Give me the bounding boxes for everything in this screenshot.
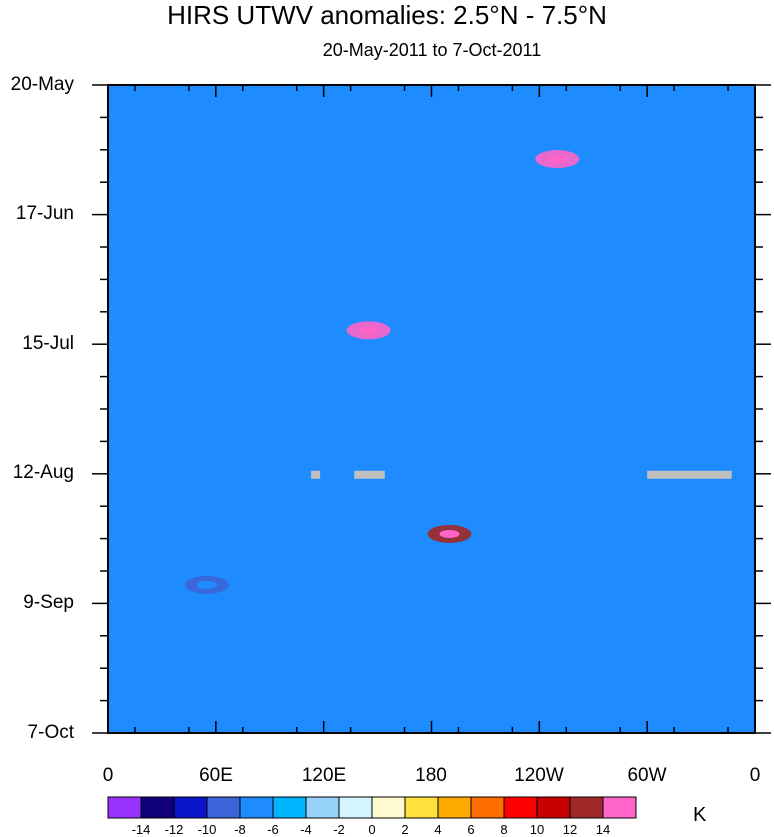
missing-data-strip — [354, 470, 385, 479]
colorbar-box — [569, 796, 604, 819]
y-tick-label: 12-Aug — [12, 462, 74, 483]
colorbar — [107, 796, 637, 819]
colorbar-box — [140, 796, 175, 819]
x-tick-label: 120W — [514, 765, 564, 786]
heatmap-field — [108, 85, 755, 733]
colorbar-box — [272, 796, 307, 819]
x-tick-label: 120E — [301, 765, 347, 786]
colorbar-box — [602, 796, 637, 819]
colorbar-units-label: K — [693, 804, 707, 826]
missing-data-group — [311, 470, 732, 479]
colorbar-level-label: 12 — [562, 822, 578, 837]
chart-title: HIRS UTWV anomalies: 2.5°N - 7.5°N — [167, 0, 607, 30]
colorbar-box — [536, 796, 571, 819]
x-tick-label: 180 — [415, 765, 447, 786]
colorbar-level-label: -14 — [131, 822, 151, 837]
x-tick-label: 0 — [102, 765, 114, 786]
missing-data-strip — [311, 470, 321, 479]
colorbar-box — [503, 796, 538, 819]
colorbar-level-label: -10 — [197, 822, 217, 837]
colorbar-level-label: -4 — [300, 822, 312, 837]
colorbar-level-label: 6 — [467, 822, 475, 837]
y-tick-label: 20-May — [10, 74, 74, 95]
missing-data-strip — [647, 470, 732, 479]
y-tick-label: 7-Oct — [27, 722, 74, 743]
colorbar-box — [305, 796, 340, 819]
colorbar-box — [437, 796, 472, 819]
anomaly-feature-core — [439, 529, 460, 538]
axis-ticks — [92, 84, 771, 734]
x-tick-label: 60E — [199, 765, 233, 786]
anomaly-feature-core — [547, 155, 568, 164]
colorbar-box — [206, 796, 241, 819]
colorbar-box — [173, 796, 208, 819]
colorbar-box — [371, 796, 406, 819]
colorbar-level-label: 10 — [529, 822, 545, 837]
colorbar-level-label: 2 — [401, 822, 409, 837]
colorbar-box — [338, 796, 373, 819]
colorbar-box — [404, 796, 439, 819]
colorbar-level-label: 0 — [368, 822, 376, 837]
colorbar-level-label: 14 — [595, 822, 611, 837]
chart-subtitle: 20-May-2011 to 7-Oct-2011 — [322, 40, 542, 60]
anomaly-feature-core — [196, 580, 217, 589]
y-tick-label: 17-Jun — [15, 203, 74, 224]
colorbar-box — [107, 796, 142, 819]
colorbar-level-label: -8 — [234, 822, 246, 837]
colorbar-level-label: -12 — [164, 822, 184, 837]
colorbar-level-label: -6 — [267, 822, 279, 837]
colorbar-box — [470, 796, 505, 819]
colorbar-level-label: 4 — [434, 822, 442, 837]
anomaly-feature-core — [358, 326, 379, 335]
colorbar-level-label: -2 — [333, 822, 345, 837]
x-tick-label: 0 — [749, 765, 761, 786]
y-tick-label: 15-Jul — [22, 333, 74, 354]
x-tick-label: 60W — [627, 765, 667, 786]
colorbar-level-label: 8 — [500, 822, 508, 837]
y-tick-label: 9-Sep — [23, 592, 74, 613]
colorbar-box — [239, 796, 274, 819]
